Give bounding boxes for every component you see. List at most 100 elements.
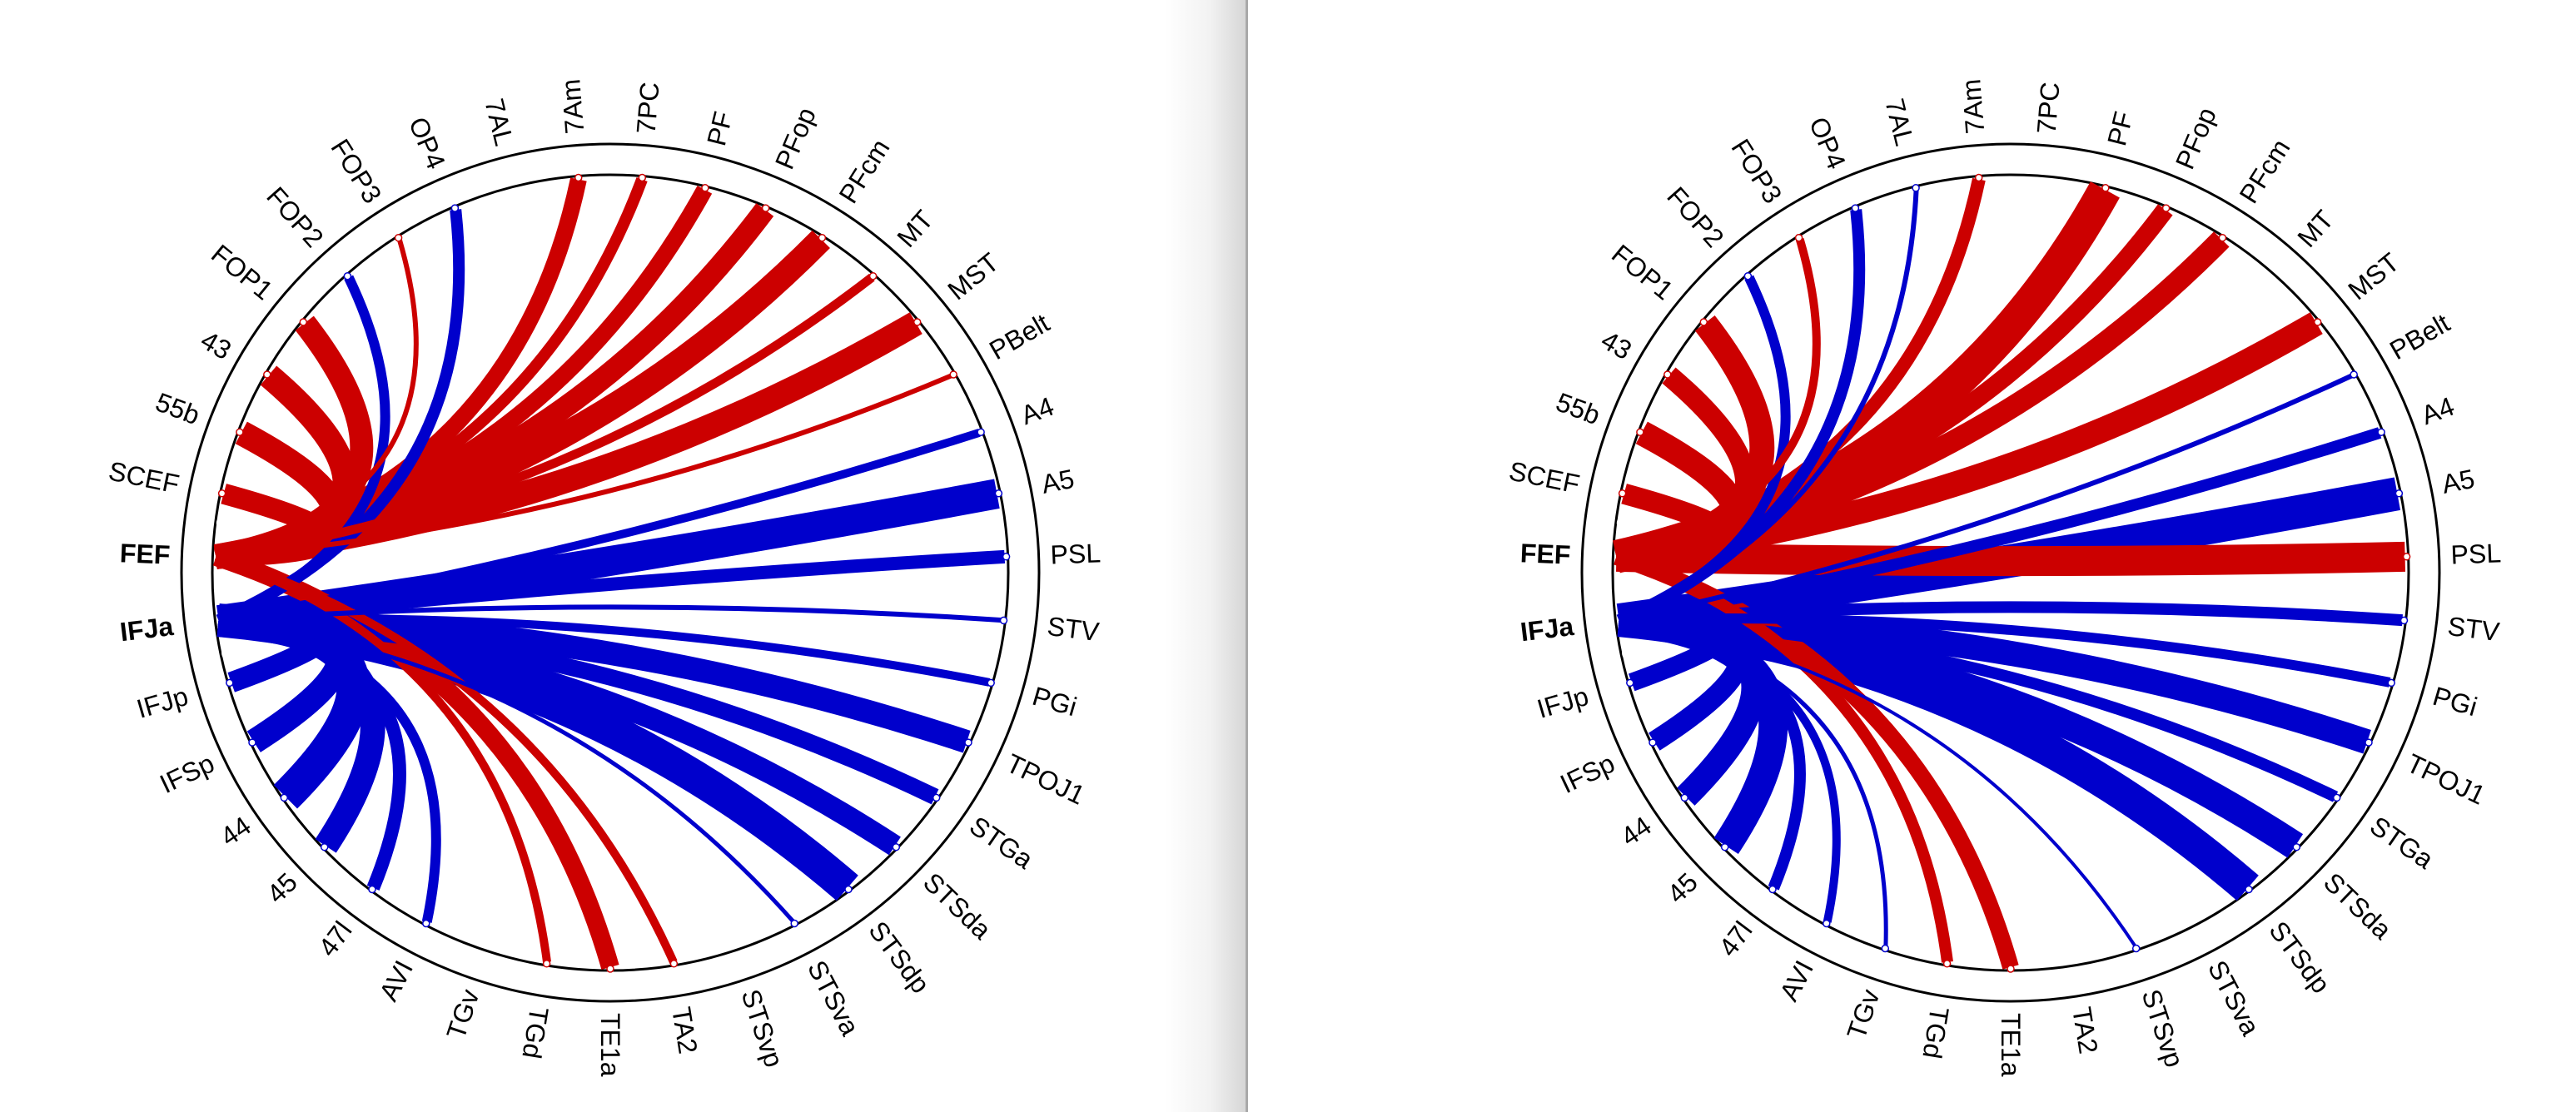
node-label-7al[interactable]: 7AL [1879, 96, 1920, 149]
node-label-mt[interactable]: MT [891, 204, 939, 252]
node-label-tpoj1[interactable]: TPOJ1 [2402, 748, 2489, 811]
node-label-stv[interactable]: STV [2446, 611, 2502, 647]
node-label-a4[interactable]: A4 [1017, 391, 1057, 431]
chord-FEF-PFop[interactable] [1614, 204, 2173, 566]
node-label-scef[interactable]: SCEF [106, 455, 182, 499]
chord-IFJa-STV[interactable] [218, 604, 1002, 623]
chord-IFJa-STSvp[interactable] [1619, 618, 2137, 948]
chord-IFJa-AVI[interactable] [217, 615, 441, 923]
node-label-tgd[interactable]: TGd [516, 1005, 554, 1060]
node-label-stsvp[interactable]: STSvp [2136, 985, 2190, 1070]
node-label-ifsp[interactable]: IFSp [1555, 748, 1619, 799]
node-label-pf[interactable]: PF [2101, 108, 2139, 148]
node-label-a5[interactable]: A5 [1039, 464, 1077, 499]
node-label-pbelt[interactable]: PBelt [2385, 308, 2454, 365]
chord-FEF-TA2[interactable] [214, 553, 678, 964]
chord-FEF-FOP3[interactable] [215, 238, 419, 559]
node-label-a4[interactable]: A4 [2417, 391, 2458, 431]
node-label-fop3[interactable]: FOP3 [1725, 134, 1788, 209]
node-label-op4[interactable]: OP4 [1803, 112, 1852, 173]
node-label-avi[interactable]: AVI [1773, 956, 1819, 1005]
node-label-pfcm[interactable]: PFcm [2233, 134, 2295, 209]
node-label-55b[interactable]: 55b [1552, 387, 1604, 431]
node-label-7am[interactable]: 7Am [1956, 78, 1990, 135]
chord-IFJa-STGa[interactable] [218, 612, 939, 805]
node-label-fop3[interactable]: FOP3 [325, 134, 387, 209]
node-label-op4[interactable]: OP4 [403, 112, 451, 173]
node-label-ta2[interactable]: TA2 [2066, 1005, 2104, 1055]
node-label-7al[interactable]: 7AL [479, 96, 520, 149]
node-label-stsva[interactable]: STSva [802, 956, 866, 1040]
node-label-tpoj1[interactable]: TPOJ1 [1002, 748, 1089, 811]
node-label-psl[interactable]: PSL [2450, 538, 2502, 569]
node-label-scef[interactable]: SCEF [1506, 455, 1582, 499]
node-label-ifja[interactable]: IFJa [1519, 611, 1575, 647]
node-label-stga[interactable]: STGa [2365, 811, 2439, 875]
node-label-te1a[interactable]: TE1a [1996, 1013, 2026, 1077]
panel-divider[interactable] [1246, 0, 1248, 1112]
chord-IFJa-7AL[interactable] [1618, 189, 1919, 623]
node-label-pgi[interactable]: PGi [1029, 681, 1080, 722]
node-label-fef[interactable]: FEF [119, 538, 171, 569]
node-label-stsda[interactable]: STSda [918, 867, 997, 946]
chord-FEF-FOP3[interactable] [1615, 237, 1821, 561]
node-label-pfop[interactable]: PFop [2170, 103, 2222, 173]
node-label-44[interactable]: 44 [1615, 811, 1657, 852]
node-label-pbelt[interactable]: PBelt [984, 308, 1054, 365]
chord-FEF-TGd[interactable] [214, 553, 551, 963]
chord-IFJa-A4[interactable] [1618, 427, 2382, 626]
node-label-43[interactable]: 43 [196, 325, 236, 365]
node-label-fop1[interactable]: FOP1 [1606, 239, 1679, 306]
node-label-ta2[interactable]: TA2 [666, 1005, 704, 1055]
node-label-47l[interactable]: 47l [312, 916, 357, 962]
node-label-stsvp[interactable]: STSvp [735, 985, 789, 1070]
node-label-a5[interactable]: A5 [2439, 464, 2478, 499]
node-label-stga[interactable]: STGa [964, 811, 1038, 875]
chord-IFJa-FOP2[interactable] [216, 275, 390, 625]
chord-FEF-MT[interactable] [215, 273, 875, 562]
node-label-mst[interactable]: MST [942, 247, 1004, 306]
chord-IFJa-STSva[interactable] [218, 618, 796, 924]
node-label-stv[interactable]: STV [1046, 611, 1102, 647]
node-label-fop1[interactable]: FOP1 [206, 239, 279, 306]
node-label-fop2[interactable]: FOP2 [261, 181, 329, 253]
node-label-7pc[interactable]: 7PC [631, 81, 665, 135]
chord-IFJa-PGi[interactable] [218, 614, 991, 687]
chord-IFJa-STGa[interactable] [1619, 614, 2339, 802]
chord-IFJa-PBelt[interactable] [1618, 373, 2354, 623]
node-label-stsva[interactable]: STSva [2202, 956, 2266, 1040]
node-label-avi[interactable]: AVI [373, 956, 419, 1005]
chord-FEF-TGd[interactable] [1614, 551, 1953, 963]
node-label-pfcm[interactable]: PFcm [833, 134, 895, 209]
node-label-pfop[interactable]: PFop [769, 103, 822, 173]
node-label-45[interactable]: 45 [1661, 867, 1703, 910]
node-label-stsda[interactable]: STSda [2318, 867, 2398, 946]
node-label-tgv[interactable]: TGv [1841, 985, 1885, 1043]
node-label-pgi[interactable]: PGi [2429, 681, 2480, 722]
chord-FEF-7PC[interactable] [214, 177, 648, 563]
node-label-7pc[interactable]: 7PC [2031, 81, 2066, 135]
node-label-tgv[interactable]: TGv [440, 985, 485, 1043]
chord-FEF-PBelt[interactable] [216, 373, 953, 559]
node-label-mt[interactable]: MT [2291, 204, 2340, 252]
chord-IFJa-TGv[interactable] [1619, 618, 1888, 947]
node-label-psl[interactable]: PSL [1050, 538, 1102, 569]
node-label-fef[interactable]: FEF [1519, 538, 1571, 569]
node-label-45[interactable]: 45 [261, 867, 303, 910]
node-label-mst[interactable]: MST [2342, 247, 2404, 306]
node-label-44[interactable]: 44 [215, 811, 256, 852]
node-label-ifjp[interactable]: IFJp [1534, 681, 1592, 724]
node-label-fop2[interactable]: FOP2 [1661, 181, 1729, 253]
node-label-55b[interactable]: 55b [152, 387, 204, 431]
chord-IFJa-PGi[interactable] [1619, 613, 2391, 688]
node-label-ifsp[interactable]: IFSp [155, 748, 218, 799]
node-label-ifja[interactable]: IFJa [118, 611, 175, 647]
node-label-43[interactable]: 43 [1596, 325, 1637, 365]
node-label-te1a[interactable]: TE1a [595, 1013, 625, 1077]
node-label-7am[interactable]: 7Am [555, 78, 589, 135]
node-label-pf[interactable]: PF [701, 108, 738, 148]
node-label-tgd[interactable]: TGd [1917, 1005, 1955, 1060]
node-label-stsdp[interactable]: STSdp [2263, 916, 2336, 999]
node-label-ifjp[interactable]: IFJp [133, 681, 191, 724]
node-label-47l[interactable]: 47l [1713, 916, 1758, 962]
